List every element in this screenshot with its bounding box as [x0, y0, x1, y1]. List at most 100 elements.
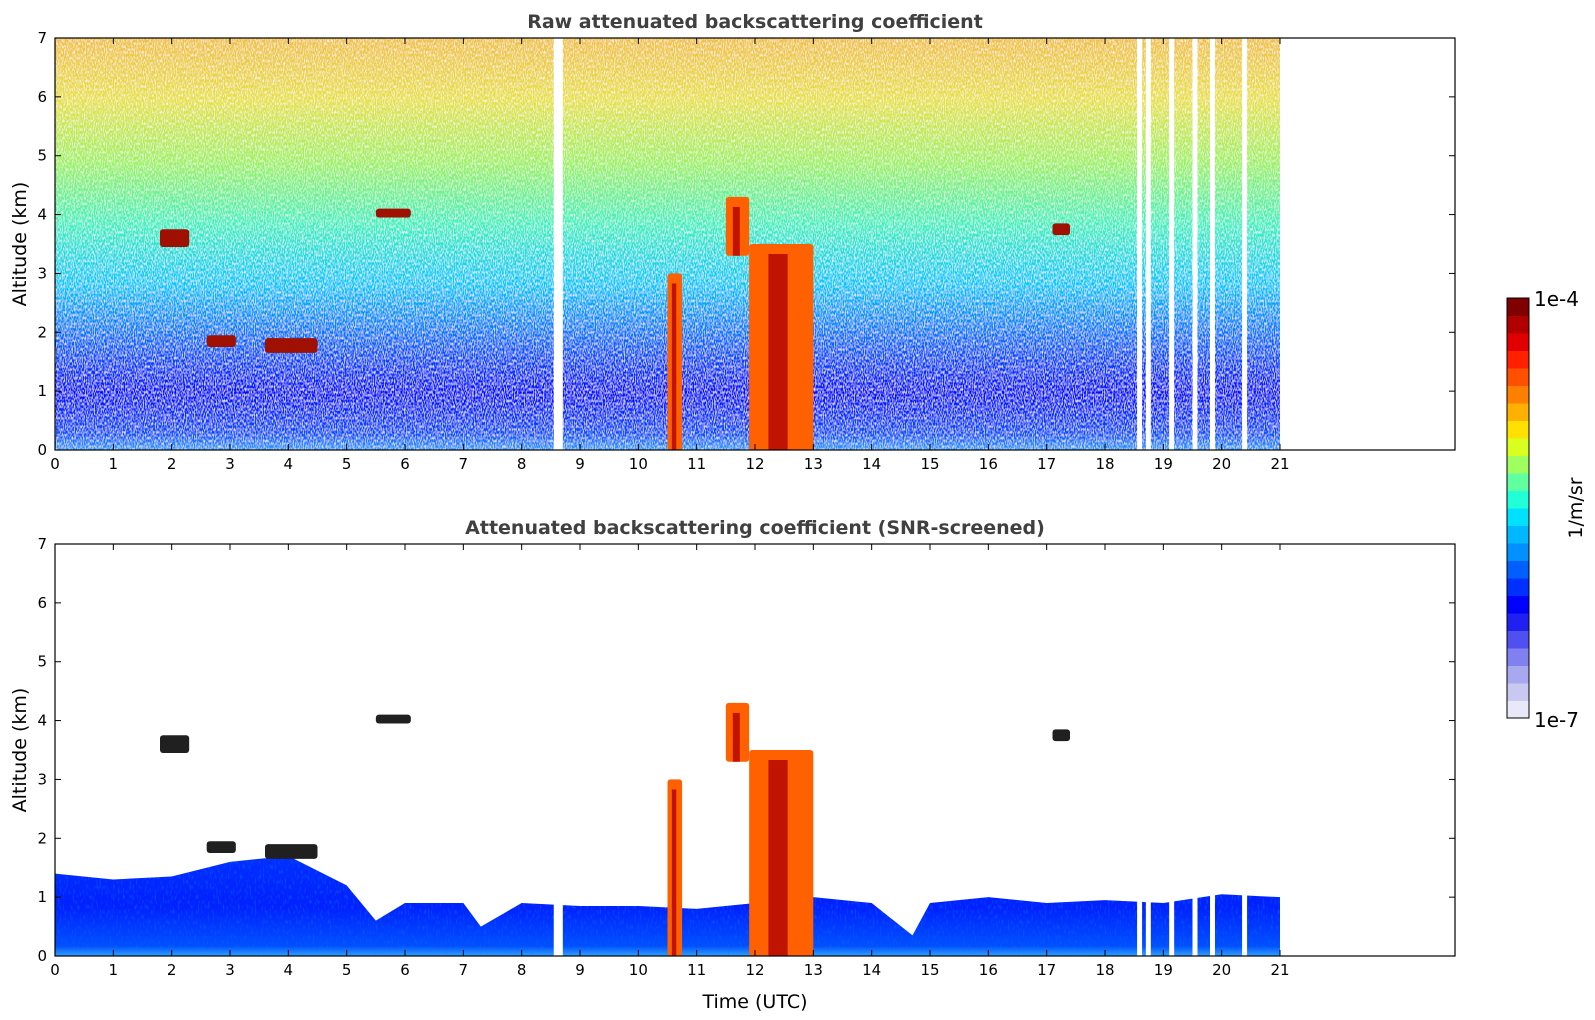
missing-data-gap — [1192, 38, 1198, 450]
top-features — [160, 38, 1248, 450]
colorbar-swatch — [1507, 648, 1529, 666]
x-tick-label: 1 — [109, 455, 119, 473]
y-tick-label: 1 — [37, 382, 47, 400]
aerosol-layer — [160, 735, 190, 753]
colorbar-swatch — [1507, 665, 1529, 684]
x-tick-label: 19 — [1154, 961, 1173, 979]
colorbar-swatch — [1507, 630, 1529, 649]
colorbar-swatch — [1507, 490, 1529, 509]
y-tick-label: 3 — [37, 770, 47, 788]
top-y-axis: 0 1 2 3 4 5 6 7 — [37, 29, 1455, 459]
aerosol-layer — [265, 338, 318, 353]
missing-data-gap — [553, 38, 559, 450]
missing-data-gap — [557, 891, 563, 956]
x-tick-label: 15 — [920, 961, 939, 979]
top-heatmap — [55, 38, 1280, 450]
colorbar-swatch — [1507, 438, 1529, 456]
bottom-backscatter-field — [55, 855, 1280, 956]
bottom-features — [160, 702, 1248, 956]
x-tick-label: 12 — [745, 455, 764, 473]
x-tick-label: 6 — [400, 961, 410, 979]
x-tick-label: 15 — [920, 455, 939, 473]
missing-data-gap — [1169, 38, 1175, 450]
missing-data-gap — [1137, 38, 1143, 450]
x-tick-label: 18 — [1095, 455, 1114, 473]
colorbar-swatch — [1507, 560, 1529, 579]
y-tick-label: 1 — [37, 888, 47, 906]
y-tick-label: 4 — [37, 206, 47, 224]
colorbar-max-label: 1e-4 — [1534, 287, 1579, 311]
y-tick-label: 7 — [37, 29, 47, 47]
x-tick-label: 0 — [50, 961, 60, 979]
colorbar-swatch — [1507, 473, 1529, 491]
missing-data-gap — [1137, 891, 1143, 956]
colorbar-swatch — [1507, 683, 1529, 701]
colorbar-swatch — [1507, 700, 1529, 719]
colorbar-swatch — [1507, 315, 1529, 334]
missing-data-gap — [1145, 38, 1151, 450]
x-tick-label: 0 — [50, 455, 60, 473]
colorbar-swatch — [1507, 613, 1529, 631]
x-tick-label: 21 — [1270, 455, 1289, 473]
cloud-core — [732, 206, 740, 256]
colorbar-swatch — [1507, 543, 1529, 561]
cloud-core — [768, 760, 788, 956]
x-tick-label: 13 — [804, 455, 823, 473]
x-tick-label: 1 — [109, 961, 119, 979]
top-x-axis: 0 1 2 3 4 5 6 7 8 9 10 11 12 13 14 15 16 17 18 19 20 21 — [50, 38, 1290, 473]
colorbar-unit-label: 1/m/sr — [1565, 477, 1587, 538]
aerosol-layer — [375, 714, 411, 724]
colorbar-swatch — [1507, 333, 1529, 351]
x-tick-label: 4 — [284, 961, 294, 979]
missing-data-gap — [1192, 891, 1198, 956]
y-tick-label: 3 — [37, 264, 47, 282]
x-tick-label: 14 — [862, 455, 881, 473]
colorbar-min-label: 1e-7 — [1534, 708, 1579, 732]
bottom-x-axis: 0 1 2 3 4 5 6 7 8 9 10 11 12 13 14 15 16 17 18 19 20 21 — [50, 544, 1290, 979]
colorbar-swatch — [1507, 385, 1529, 404]
x-tick-label: 8 — [517, 961, 527, 979]
bottom-plot-title: Attenuated backscattering coefficient (S… — [465, 517, 1045, 539]
x-tick-label: 7 — [459, 455, 469, 473]
top-plot-title: Raw attenuated backscattering coefficien… — [527, 11, 983, 33]
bottom-heatmap — [55, 702, 1280, 956]
x-tick-label: 16 — [979, 961, 998, 979]
bottom-x-axis-label: Time (UTC) — [701, 991, 807, 1013]
y-tick-label: 6 — [37, 594, 47, 612]
x-tick-label: 18 — [1095, 961, 1114, 979]
colorbar-swatch — [1507, 420, 1529, 439]
cloud-core — [768, 254, 788, 450]
x-tick-label: 8 — [517, 455, 527, 473]
missing-data-gap — [557, 38, 563, 450]
x-tick-label: 10 — [629, 455, 648, 473]
x-tick-label: 14 — [862, 961, 881, 979]
x-tick-label: 10 — [629, 961, 648, 979]
cloud-core — [671, 283, 677, 450]
x-tick-label: 16 — [979, 455, 998, 473]
colorbar — [1507, 298, 1529, 719]
x-tick-label: 20 — [1212, 455, 1231, 473]
y-tick-label: 6 — [37, 88, 47, 106]
y-tick-label: 5 — [37, 653, 47, 671]
x-tick-label: 6 — [400, 455, 410, 473]
aerosol-layer — [206, 335, 236, 347]
colorbar-swatch — [1507, 508, 1529, 526]
x-tick-label: 3 — [225, 455, 235, 473]
x-tick-label: 21 — [1270, 961, 1289, 979]
y-tick-label: 5 — [37, 147, 47, 165]
x-tick-label: 5 — [342, 961, 352, 979]
colorbar-swatch — [1507, 403, 1529, 421]
x-tick-label: 3 — [225, 961, 235, 979]
x-tick-label: 12 — [745, 961, 764, 979]
y-tick-label: 0 — [37, 441, 47, 459]
colorbar-swatch — [1507, 525, 1529, 544]
x-tick-label: 20 — [1212, 961, 1231, 979]
missing-data-gap — [1242, 891, 1248, 956]
x-tick-label: 9 — [575, 961, 585, 979]
x-tick-label: 7 — [459, 961, 469, 979]
x-tick-label: 11 — [687, 961, 706, 979]
bottom-y-axis-label: Altitude (km) — [9, 688, 31, 813]
aerosol-layer — [375, 208, 411, 218]
x-tick-label: 4 — [284, 455, 294, 473]
